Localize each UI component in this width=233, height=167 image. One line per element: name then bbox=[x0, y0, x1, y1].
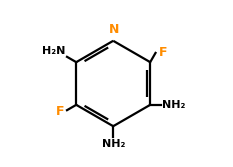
Text: N: N bbox=[109, 23, 119, 36]
Text: F: F bbox=[159, 46, 168, 59]
Text: F: F bbox=[56, 105, 65, 118]
Text: H₂N: H₂N bbox=[42, 46, 65, 56]
Text: NH₂: NH₂ bbox=[162, 100, 185, 110]
Text: NH₂: NH₂ bbox=[102, 138, 125, 148]
